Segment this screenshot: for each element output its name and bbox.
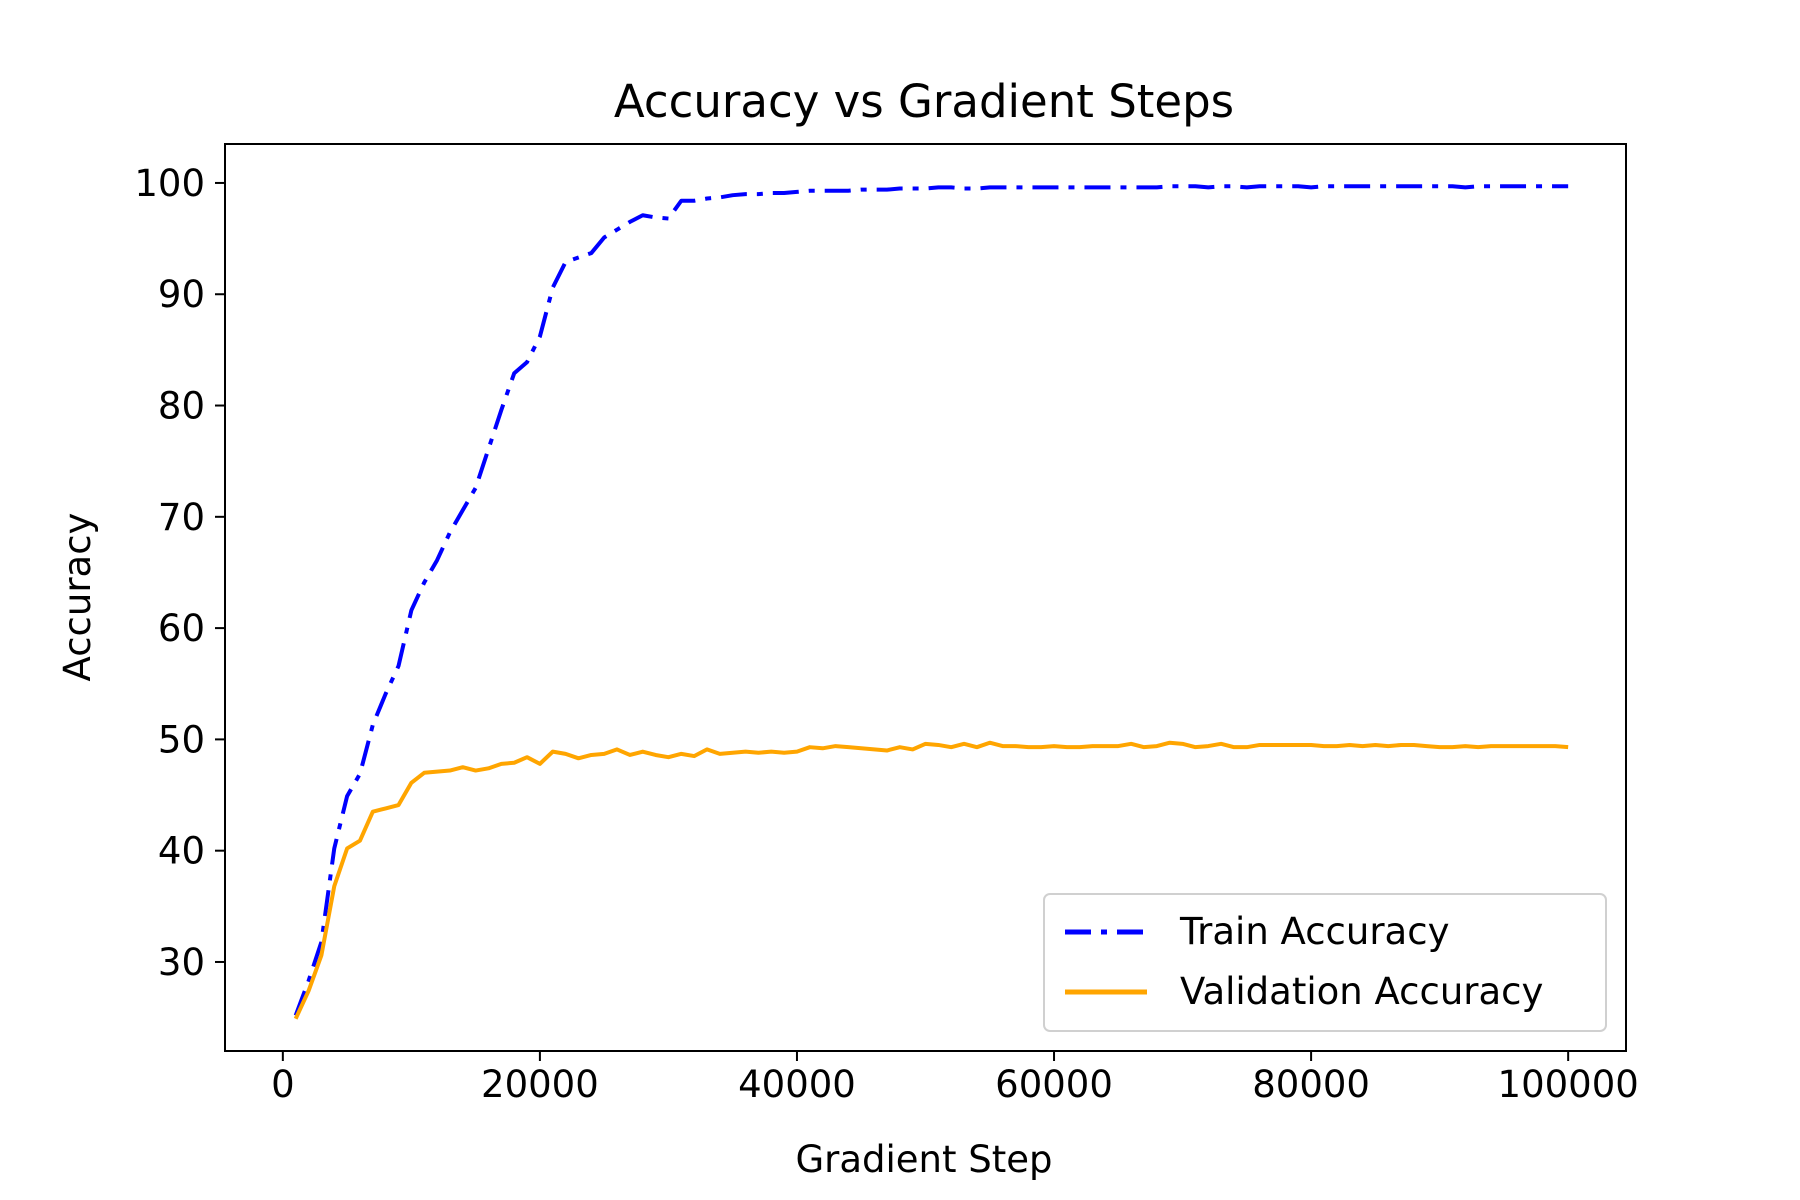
legend-box [1043, 893, 1607, 1032]
y-tick-label: 30 [158, 941, 205, 984]
y-tick-label: 80 [158, 385, 205, 428]
plot-frame [224, 143, 1627, 1052]
legend-validation-label: Validation Accuracy [1180, 970, 1543, 1013]
train-accuracy-line [293, 184, 1569, 1017]
y-tick-label: 60 [158, 607, 205, 650]
y-tick-label: 100 [134, 162, 205, 205]
y-axis-ticks: 30 40 50 60 70 80 90 100 [134, 162, 225, 984]
legend: Train Accuracy Validation Accuracy [1043, 893, 1607, 1032]
y-axis-label: Accuracy [56, 513, 99, 682]
x-tick-label: 40000 [738, 1063, 856, 1106]
validation-accuracy-line [293, 740, 1569, 1020]
x-tick-label: 60000 [995, 1063, 1113, 1106]
x-tick-label: 20000 [481, 1063, 599, 1106]
x-tick-label: 80000 [1252, 1063, 1370, 1106]
y-tick-label: 70 [158, 496, 205, 539]
series-layer [293, 184, 1569, 1020]
x-tick-label: 0 [271, 1063, 295, 1106]
x-axis-label: Gradient Step [795, 1138, 1052, 1181]
y-tick-label: 90 [158, 273, 205, 316]
legend-train-label: Train Accuracy [1179, 910, 1449, 953]
plot-area [293, 184, 1569, 1020]
y-tick-label: 50 [158, 718, 205, 761]
y-tick-label: 40 [158, 830, 205, 873]
x-axis-ticks: 0 20000 40000 60000 80000 100000 [271, 1051, 1639, 1106]
x-tick-label: 100000 [1498, 1063, 1639, 1106]
chart-title: Accuracy vs Gradient Steps [614, 75, 1234, 128]
